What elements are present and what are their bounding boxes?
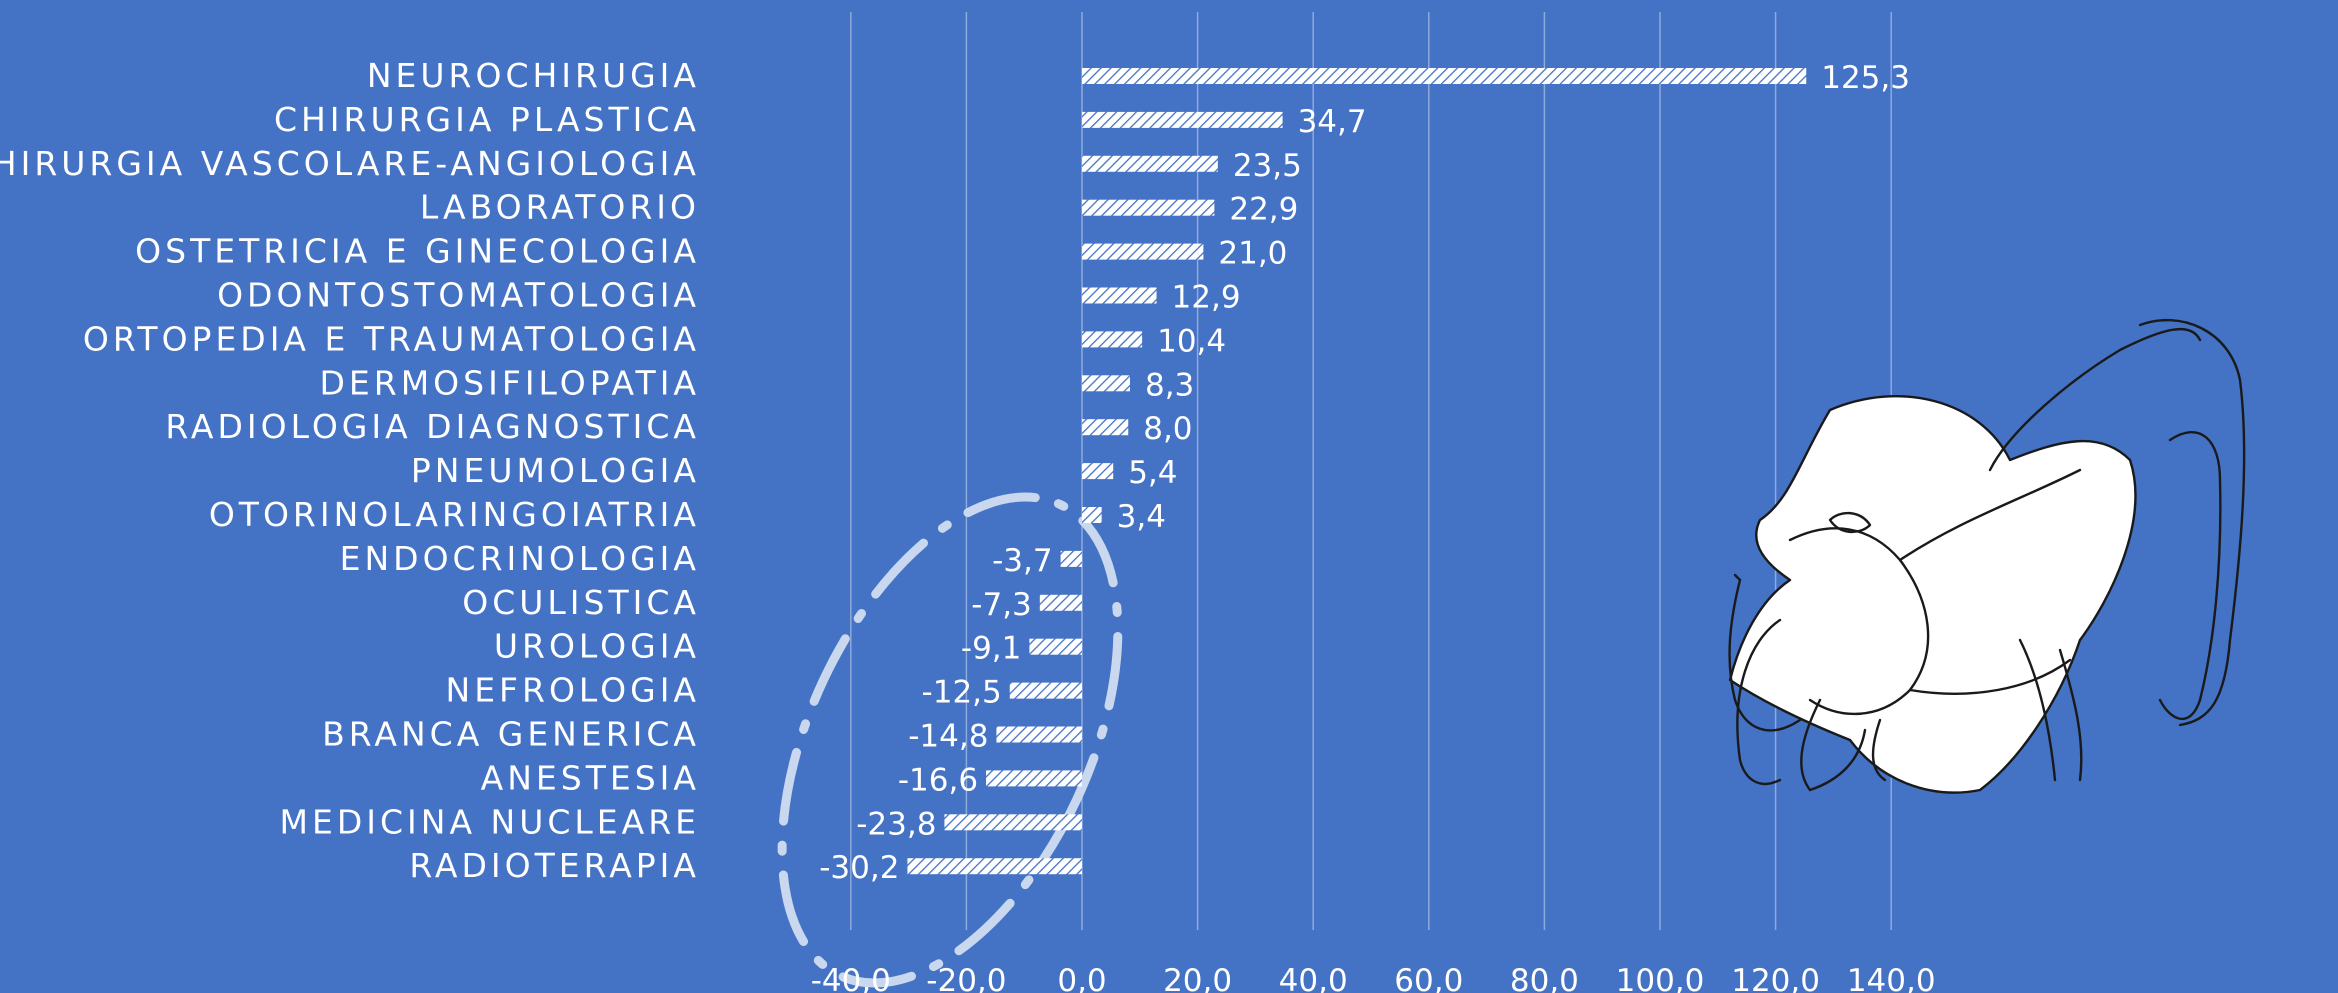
data-label: -23,8 [856,806,936,842]
data-label: 21,0 [1218,236,1287,272]
bar [1009,682,1082,699]
gridlines [850,12,1892,930]
data-label: 23,5 [1233,148,1302,184]
x-tick-label: 60,0 [1394,963,1463,993]
category-label: NEUROCHIRUGIA [367,56,700,95]
category-label: BRANCA GENERICA [322,715,700,754]
data-label: 34,7 [1298,104,1367,140]
category-label: OCULISTICA [462,583,700,622]
x-tick-label: -40,0 [811,963,891,993]
data-label: -30,2 [819,850,899,886]
category-label: OTORINOLARINGOIATRIA [209,495,700,534]
category-label: CHIRURGIA VASCOLARE-ANGIOLOGIA [0,144,700,183]
category-label: ORTOPEDIA E TRAUMATOLOGIA [83,319,700,358]
category-label: RADIOLOGIA DIAGNOSTICA [165,407,700,446]
bar [1082,463,1114,480]
category-label: OSTETRICIA E GINECOLOGIA [135,232,700,271]
bar [1082,287,1157,304]
x-tick-label: 120,0 [1731,963,1820,993]
data-label: -3,7 [992,543,1053,579]
data-label: -16,6 [898,762,978,798]
bar [1082,507,1102,523]
bar [1082,199,1215,216]
x-tick-label: 140,0 [1847,963,1936,993]
data-label: 12,9 [1172,280,1241,316]
bar [1082,419,1129,436]
bar [907,858,1082,875]
data-label: 8,0 [1143,411,1192,447]
x-axis-ticks: -40,0 -20,0 0,0 20,0 40,0 60,0 80,0 100,0 120,0 1… [811,963,1936,993]
data-label: -12,5 [922,675,1002,711]
category-label: ODONTOSTOMATOLOGIA [217,276,700,315]
bar [1082,331,1143,348]
data-label: 8,3 [1145,367,1194,403]
bar [1082,243,1204,260]
data-label: 10,4 [1157,323,1226,359]
data-label: 3,4 [1117,499,1166,535]
bar [1082,155,1218,172]
bar [1039,594,1082,611]
category-label: CHIRURGIA PLASTICA [274,100,700,139]
data-label: -14,8 [908,719,988,755]
category-label: MEDICINA NUCLEARE [280,802,700,841]
x-tick-label: 40,0 [1279,963,1348,993]
masked-face-illustration [1728,318,2246,794]
data-label: 22,9 [1229,192,1298,228]
bar [1082,68,1807,84]
category-label: DERMOSIFILOPATIA [320,363,700,402]
bar [986,770,1082,787]
data-label: 5,4 [1128,455,1177,491]
bars: NEUROCHIRUGIA 125,3 CHIRURGIA PLASTICA 34,7… [0,56,1910,886]
data-label: 125,3 [1821,60,1910,96]
data-label: -7,3 [971,587,1032,623]
category-label: RADIOTERAPIA [409,846,700,885]
category-label: ENDOCRINOLOGIA [340,539,700,578]
bar [1082,375,1130,392]
x-tick-label: -20,0 [926,963,1006,993]
category-label: LABORATORIO [420,188,700,227]
x-tick-label: 20,0 [1163,963,1232,993]
category-label: PNEUMOLOGIA [411,451,700,490]
bar [996,726,1082,743]
bar [1029,638,1082,655]
data-label: -9,1 [961,631,1022,667]
bar [1060,550,1082,567]
bar [944,814,1082,831]
x-tick-label: 100,0 [1616,963,1705,993]
x-tick-label: 0,0 [1057,963,1106,993]
negative-values-ellipse [777,492,1123,988]
category-label: UROLOGIA [494,627,700,666]
category-label: ANESTESIA [481,758,700,797]
category-label: NEFROLOGIA [446,671,700,710]
bar [1082,111,1283,128]
x-tick-label: 80,0 [1510,963,1579,993]
